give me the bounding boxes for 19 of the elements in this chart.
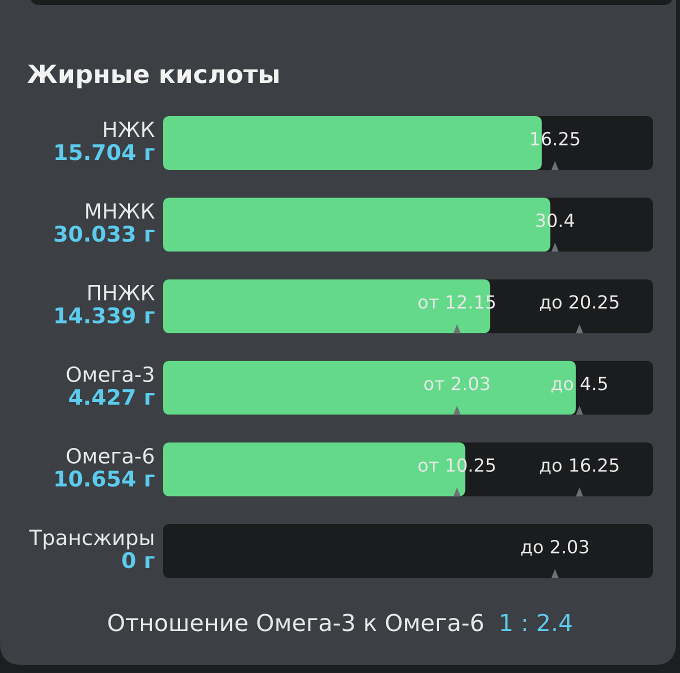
data-label: 30.033 г — [54, 226, 154, 242]
data-label: 10.654 г — [56, 470, 154, 487]
data-label: 14.339 г — [56, 307, 154, 324]
data-label: до 20.25 — [540, 295, 618, 311]
text: Отношение Омега-3 к Омега-6 — [108, 614, 484, 632]
category-label: НЖК — [104, 122, 155, 137]
category-label: ПНЖК — [88, 285, 155, 300]
data-label: до 4.5 — [551, 376, 607, 393]
data-label: от 2.03 — [424, 376, 490, 390]
data-label: до 2.03 — [521, 540, 588, 556]
data-label: до 16.25 — [540, 458, 618, 474]
category-label: Омега-6 — [66, 448, 154, 464]
text: 1 : 2.4 — [501, 614, 572, 631]
text: Жирные кислоты — [27, 64, 278, 88]
category-label: Омега-3 — [66, 366, 154, 382]
category-label: МНЖК — [86, 203, 155, 219]
category-label: Трансжиры — [29, 530, 154, 550]
data-label: 15.704 г — [56, 144, 154, 160]
data-label: 4.427 г — [69, 388, 154, 405]
